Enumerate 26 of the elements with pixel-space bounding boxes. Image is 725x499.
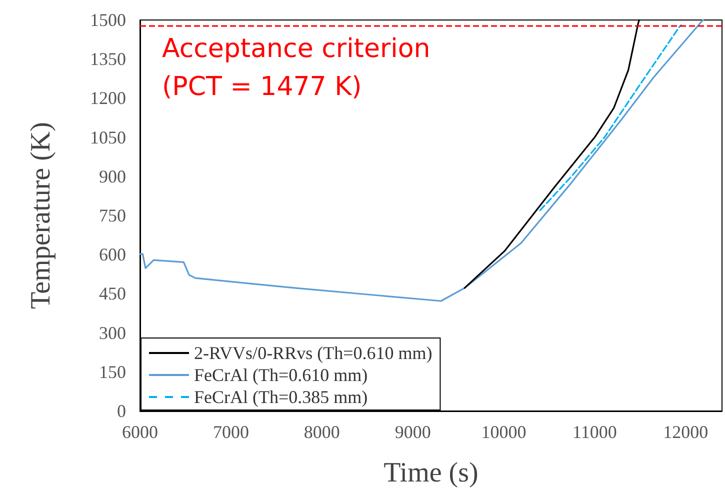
x-tick-label: 11000 <box>572 422 617 442</box>
x-tick-label: 6000 <box>122 422 158 442</box>
y-axis-title: Temperature (K) <box>26 122 56 309</box>
y-tick-label: 600 <box>99 244 126 265</box>
x-tick-label: 7000 <box>212 422 249 442</box>
y-tick-label: 1500 <box>90 10 126 30</box>
legend-label: FeCrAl (Th=0.385 mm) <box>194 387 368 407</box>
y-tick-label: 1350 <box>90 49 126 70</box>
y-tick-label: 0 <box>117 401 126 421</box>
x-tick-label: 9000 <box>394 422 431 442</box>
y-tick-label: 300 <box>99 322 126 343</box>
y-tick-label: 900 <box>99 166 126 186</box>
x-tick-label: 8000 <box>304 422 340 442</box>
y-tick-label: 150 <box>99 362 126 382</box>
x-tick-label: 10000 <box>481 422 526 442</box>
line-series <box>139 19 704 302</box>
y-tick-label: 1200 <box>90 88 126 108</box>
ref-line-label: Acceptance criterion (PCT = 1477 K) <box>162 34 430 102</box>
y-tick-label: 450 <box>99 284 126 304</box>
x-tick-label: 12000 <box>663 422 708 442</box>
legend-label: 2-RVVs/0-RRvs (Th=0.610 mm) <box>194 343 432 363</box>
legend-label: FeCrAl (Th=0.610 mm) <box>194 365 368 385</box>
line-series <box>539 24 682 212</box>
y-tick-label: 1050 <box>90 127 126 148</box>
x-axis-title: Time (s) <box>384 458 478 488</box>
y-tick-label: 750 <box>99 206 126 226</box>
